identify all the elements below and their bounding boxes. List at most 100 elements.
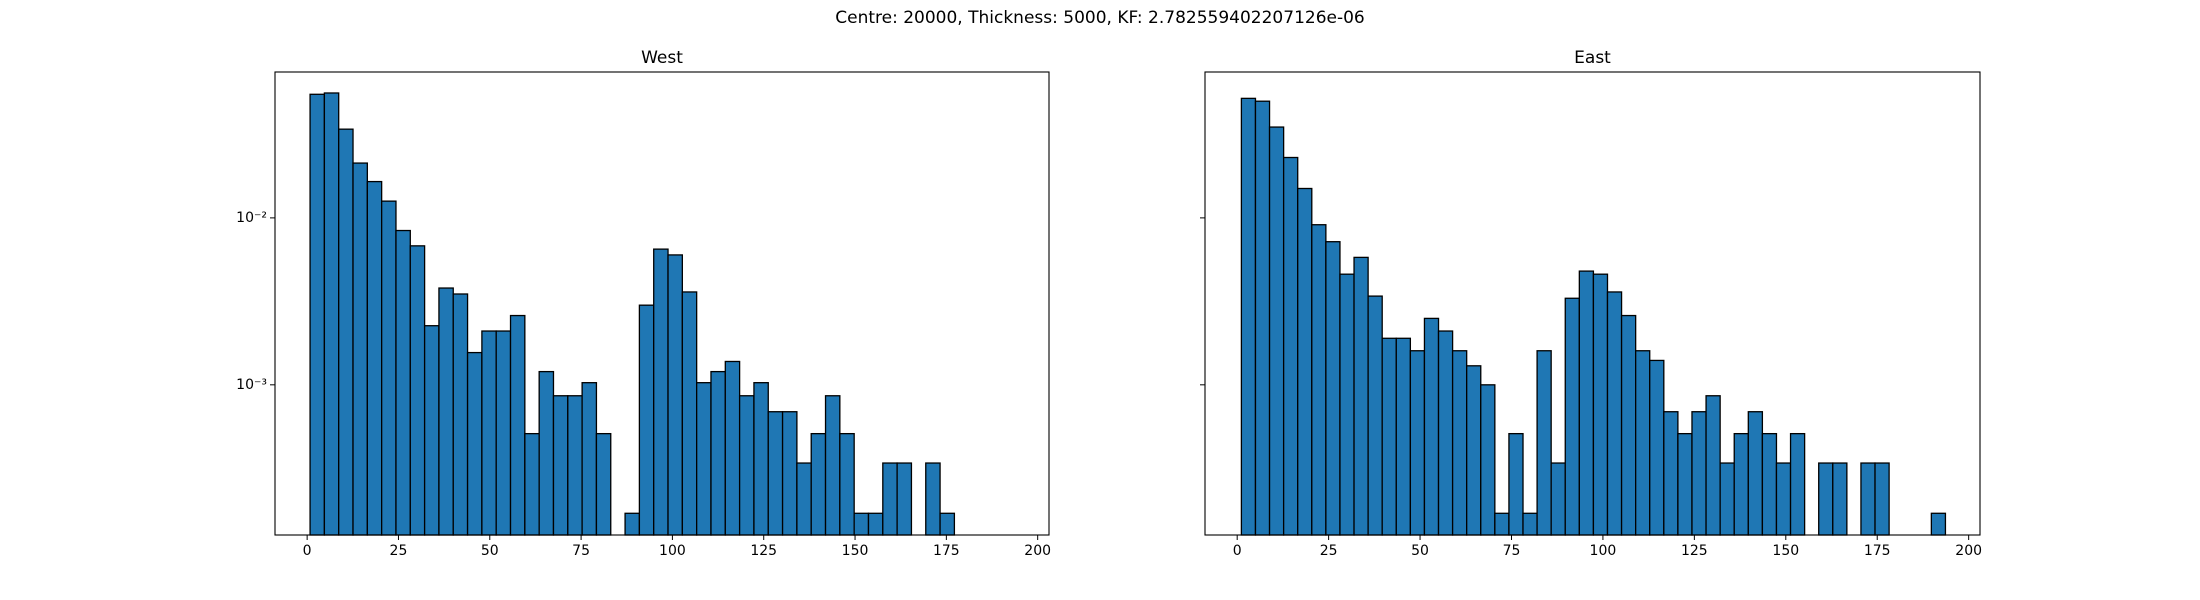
x-tick-label: 200 xyxy=(1955,543,1982,559)
subplot-title: East xyxy=(1574,48,1611,68)
bar xyxy=(839,432,855,536)
bar xyxy=(567,395,583,536)
bar xyxy=(395,229,411,536)
bar xyxy=(1395,337,1412,536)
bar xyxy=(481,330,497,536)
bar xyxy=(781,411,798,536)
axes-frame xyxy=(1204,71,1981,536)
bar xyxy=(1789,432,1806,536)
bar xyxy=(1339,273,1355,536)
bar xyxy=(1451,350,1468,536)
bar xyxy=(381,200,397,536)
bar xyxy=(1254,100,1271,536)
x-tick-label: 175 xyxy=(933,543,960,559)
bar xyxy=(681,291,698,536)
bar xyxy=(552,395,569,536)
bar xyxy=(495,330,512,536)
x-tick-label: 50 xyxy=(481,543,499,559)
y-tick-label: 10⁻³ xyxy=(236,377,267,393)
bar xyxy=(724,360,741,536)
bar xyxy=(1874,462,1890,536)
x-tick-label: 25 xyxy=(1320,543,1338,559)
bar xyxy=(538,370,555,536)
bar xyxy=(1536,350,1552,536)
bar xyxy=(1761,432,1778,536)
bar xyxy=(796,462,812,536)
bar xyxy=(1620,314,1637,536)
bar xyxy=(1691,411,1707,536)
bar xyxy=(667,254,683,536)
x-tick-label: 25 xyxy=(390,543,408,559)
x-tick-label: 0 xyxy=(303,543,312,559)
bar xyxy=(1832,462,1848,536)
bar xyxy=(867,512,884,536)
bar xyxy=(1282,156,1299,536)
bar xyxy=(653,248,669,536)
y-tick-label: 10⁻² xyxy=(236,210,267,226)
bar xyxy=(1466,365,1482,536)
bar xyxy=(1649,359,1665,536)
bar xyxy=(1635,350,1651,536)
bar xyxy=(1437,330,1454,536)
bar xyxy=(423,325,440,536)
x-tick-label: 125 xyxy=(1681,543,1708,559)
bar xyxy=(1381,337,1397,536)
bar xyxy=(1423,317,1440,536)
bar xyxy=(1818,462,1834,536)
bar xyxy=(1606,291,1623,536)
bar xyxy=(323,92,340,536)
x-tick-label: 100 xyxy=(659,543,686,559)
bar xyxy=(309,93,326,536)
bar xyxy=(696,382,712,536)
bar xyxy=(1494,512,1510,536)
bar xyxy=(1705,395,1721,536)
bar xyxy=(466,351,483,536)
bar xyxy=(1578,270,1595,536)
bar xyxy=(939,512,956,536)
bar xyxy=(452,293,469,536)
bar xyxy=(1747,411,1764,536)
bar xyxy=(438,287,454,536)
bar xyxy=(882,462,898,536)
bar xyxy=(1564,297,1580,536)
bar xyxy=(638,304,655,536)
bar xyxy=(1522,512,1538,536)
bar xyxy=(1480,384,1496,536)
bar xyxy=(1930,512,1947,536)
subplot-title: West xyxy=(641,48,683,68)
bar xyxy=(1367,295,1383,536)
x-tick-label: 125 xyxy=(750,543,777,559)
bar xyxy=(595,432,612,536)
x-tick-label: 175 xyxy=(1864,543,1891,559)
bar xyxy=(409,245,426,536)
x-tick-label: 150 xyxy=(1772,543,1799,559)
figure-title: Centre: 20000, Thickness: 5000, KF: 2.78… xyxy=(835,8,1365,28)
bar xyxy=(524,432,540,536)
bar xyxy=(1409,350,1426,536)
bar xyxy=(896,462,913,536)
bar xyxy=(738,395,755,536)
bar xyxy=(1508,432,1524,536)
bar xyxy=(1860,462,1876,536)
bar xyxy=(824,395,841,536)
bar xyxy=(581,382,598,536)
bar xyxy=(1775,462,1792,536)
bar xyxy=(352,162,368,536)
bar xyxy=(1353,256,1369,536)
bar xyxy=(753,382,769,536)
bar xyxy=(624,512,641,536)
bar xyxy=(710,370,726,536)
axes-frame xyxy=(274,71,1050,536)
bar xyxy=(810,432,827,536)
bar xyxy=(1550,462,1566,536)
bar xyxy=(1592,273,1609,536)
x-tick-label: 150 xyxy=(842,543,869,559)
bar xyxy=(853,512,870,536)
x-tick-label: 0 xyxy=(1233,543,1242,559)
bar xyxy=(925,462,941,536)
x-tick-label: 75 xyxy=(1503,543,1521,559)
bar xyxy=(1719,462,1735,536)
bar xyxy=(1663,411,1679,536)
bar xyxy=(1677,432,1693,536)
